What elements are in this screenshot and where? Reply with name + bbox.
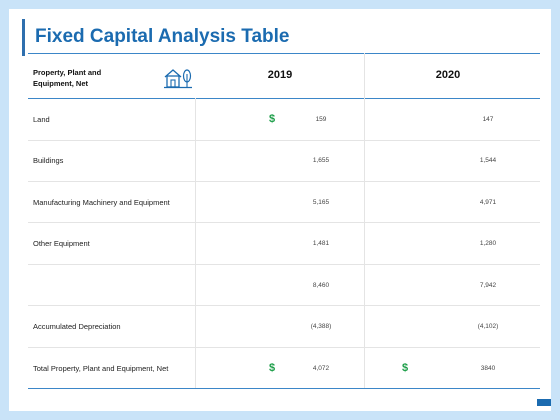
corner-accent — [537, 399, 551, 406]
dollar-icon: $ — [269, 362, 276, 374]
row-label-total: Total Property, Plant and Equipment, Net — [33, 364, 169, 373]
row-divider — [28, 222, 540, 223]
header-label: Property, Plant and Equipment, Net — [33, 68, 102, 88]
header-bottom-border — [28, 98, 540, 99]
column-divider — [364, 53, 365, 388]
row-divider — [28, 181, 540, 182]
dollar-icon: $ — [402, 362, 409, 374]
row-divider — [28, 140, 540, 141]
dollar-icon: $ — [269, 113, 276, 125]
year-2020-header: 2020 — [435, 69, 461, 81]
value-2019: 1,655 — [312, 157, 330, 164]
row-divider — [28, 347, 540, 348]
row-label-machinery: Manufacturing Machinery and Equipment — [33, 198, 170, 207]
row-label-land: Land — [33, 115, 50, 124]
row-divider — [28, 305, 540, 306]
year-2019-header: 2019 — [267, 69, 293, 81]
value-2020: 1,544 — [479, 157, 497, 164]
table-bottom-border — [28, 388, 540, 389]
row-label-other-equipment: Other Equipment — [33, 239, 90, 248]
house-tree-icon — [164, 69, 192, 89]
value-2020: 147 — [482, 116, 494, 123]
value-2019: (4,388) — [310, 323, 332, 330]
value-2020: 3840 — [480, 365, 496, 372]
row-label-buildings: Buildings — [33, 156, 64, 165]
title-accent-bar — [22, 19, 25, 56]
table-top-border — [28, 53, 540, 54]
value-2020: (4,102) — [477, 323, 499, 330]
value-2019: 5,165 — [312, 199, 330, 206]
value-2020: 7,942 — [479, 282, 497, 289]
row-divider — [28, 264, 540, 265]
page-title: Fixed Capital Analysis Table — [35, 26, 290, 47]
row-label-accumulated-depreciation: Accumulated Depreciation — [33, 322, 121, 331]
value-2019: 8,460 — [312, 282, 330, 289]
slide: Fixed Capital Analysis Table Property, P… — [9, 9, 551, 411]
value-2019: 4,072 — [312, 365, 330, 372]
value-2019: 159 — [315, 116, 327, 123]
value-2020: 1,280 — [479, 240, 497, 247]
column-divider — [195, 98, 196, 388]
value-2019: 1,481 — [312, 240, 330, 247]
value-2020: 4,971 — [479, 199, 497, 206]
